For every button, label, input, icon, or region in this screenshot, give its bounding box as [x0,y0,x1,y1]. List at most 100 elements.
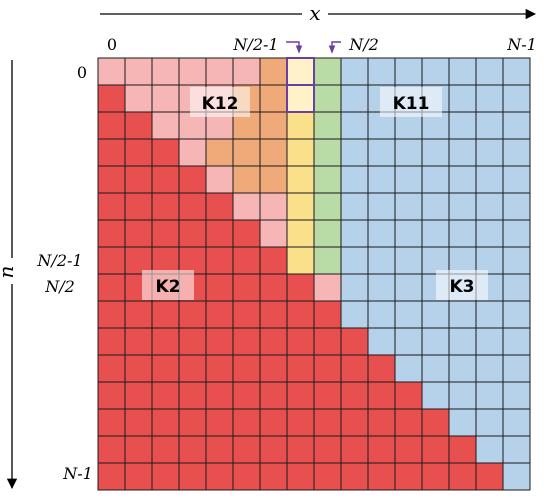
matrix-cell [448,435,477,464]
matrix-cell [205,354,234,383]
matrix-cell [259,192,288,221]
matrix-cell [313,408,342,437]
matrix-cell [340,408,369,437]
matrix-cell [313,192,342,221]
matrix-cell [421,192,450,221]
matrix-cell [124,138,153,167]
matrix-cell [475,300,504,329]
x-tick-mid-right: N/2 [348,35,379,54]
matrix-cell [97,219,126,248]
matrix-cell [313,138,342,167]
matrix-cell [367,57,396,86]
matrix-cell [259,138,288,167]
matrix-cell [367,462,396,491]
matrix-cell [367,165,396,194]
svg-text:K2: K2 [155,277,180,297]
arrow-to-mid-left-column [286,41,303,54]
n-axis-label: n [0,266,18,279]
matrix-cell [502,192,531,221]
matrix-cell [178,462,207,491]
matrix-cell [151,246,180,275]
matrix-cell [205,57,234,86]
matrix-cell [124,165,153,194]
matrix-cell [151,435,180,464]
x-tick-end: N-1 [506,35,537,54]
matrix-cell [286,246,315,275]
matrix-cell [97,381,126,410]
matrix-cell [394,165,423,194]
matrix-cell [232,246,261,275]
svg-text:K12: K12 [202,94,239,114]
matrix-cell [367,300,396,329]
matrix-cell [394,246,423,275]
matrix-cell [259,354,288,383]
matrix-cell [97,138,126,167]
matrix-cell [232,435,261,464]
matrix-cell [205,300,234,329]
matrix-cell [205,165,234,194]
matrix-cell [502,408,531,437]
matrix-cell [205,246,234,275]
matrix-cell [502,462,531,491]
matrix-cell [340,354,369,383]
matrix-cell [340,111,369,140]
matrix-cell [286,300,315,329]
matrix-cell [97,300,126,329]
matrix-cell [367,192,396,221]
matrix-cell [124,408,153,437]
matrix-cell [259,273,288,302]
matrix-cell [448,165,477,194]
matrix-cell [394,327,423,356]
matrix-cell [367,435,396,464]
matrix-cell [151,111,180,140]
matrix-cell [232,165,261,194]
matrix-cell [313,246,342,275]
matrix-cell [205,408,234,437]
matrix-cell [286,138,315,167]
matrix-cell [259,462,288,491]
matrix-cell [124,84,153,113]
matrix-cell [151,354,180,383]
matrix-cell [448,246,477,275]
matrix-cell [502,84,531,113]
matrix-cell [313,381,342,410]
svg-text:K11: K11 [393,94,430,114]
matrix-cell [205,435,234,464]
matrix-cell [124,111,153,140]
matrix-cell [178,354,207,383]
matrix-cell [502,300,531,329]
matrix-cell [151,192,180,221]
matrix-cell [259,84,288,113]
matrix-cell [178,300,207,329]
matrix-cell [151,327,180,356]
matrix-cell [421,381,450,410]
matrix-cell [475,327,504,356]
matrix-cell [394,219,423,248]
matrix-cell [97,462,126,491]
matrix-cell [475,408,504,437]
matrix-cell [394,192,423,221]
matrix-cell [448,327,477,356]
matrix-cell [367,327,396,356]
matrix-cell [286,273,315,302]
matrix-cell [259,219,288,248]
matrix-cell [232,327,261,356]
matrix-cell [421,219,450,248]
matrix-cell [286,435,315,464]
matrix-cell [151,165,180,194]
highlighted-cell [286,57,315,86]
matrix-cell [340,57,369,86]
matrix-cell [313,219,342,248]
matrix-cell [367,273,396,302]
matrix-cell [151,381,180,410]
matrix-cell [502,381,531,410]
x-tick-start: 0 [107,35,117,54]
matrix-cell [502,219,531,248]
matrix-cell [259,165,288,194]
matrix-cell [286,111,315,140]
n-tick-mid-lower: N/2 [44,277,75,296]
matrix-cell [97,327,126,356]
matrix-cell [367,219,396,248]
matrix-cell [205,219,234,248]
